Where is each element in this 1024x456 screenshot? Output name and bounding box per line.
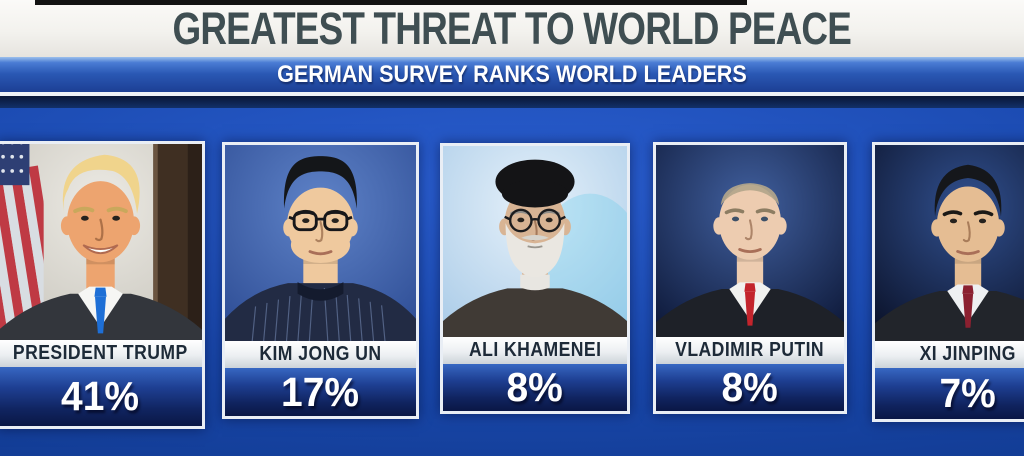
leader-name: ALI KHAMENEI [468, 339, 602, 361]
portrait-kim-jong-un [225, 145, 416, 341]
leader-percentage-panel: 41% [0, 367, 202, 426]
leader-percentage-panel: 17% [225, 368, 416, 416]
leader-card-trump: PRESIDENT TRUMP 41% [0, 141, 205, 429]
leader-card-putin: VLADIMIR PUTIN 8% [653, 142, 847, 414]
leader-percentage: 8% [506, 364, 564, 410]
portrait-trump [0, 144, 202, 340]
leader-name: VLADIMIR PUTIN [675, 339, 825, 361]
leader-name: PRESIDENT TRUMP [13, 342, 188, 364]
leader-nameplate: VLADIMIR PUTIN [656, 337, 844, 364]
leader-name: KIM JONG UN [259, 343, 382, 365]
page-title: GREATEST THREAT TO WORLD PEACE [172, 2, 852, 54]
leader-nameplate: XI JINPING [875, 341, 1024, 368]
subtitle-banner: GERMAN SURVEY RANKS WORLD LEADERS [0, 57, 1024, 96]
portrait-putin [656, 145, 844, 337]
divider-strip [0, 96, 1024, 108]
tv-frame-top-bar [35, 0, 747, 5]
headline-band: GREATEST THREAT TO WORLD PEACE [0, 0, 1024, 57]
leader-name: XI JINPING [919, 343, 1017, 365]
leaders-panel: PRESIDENT TRUMP 41% KIM JONG UN 17% ALI … [0, 108, 1024, 456]
leader-nameplate: PRESIDENT TRUMP [0, 340, 202, 367]
leader-percentage: 7% [939, 370, 997, 416]
leader-percentage-panel: 8% [656, 364, 844, 411]
leader-card-khamenei: ALI KHAMENEI 8% [440, 143, 630, 414]
subtitle-text: GERMAN SURVEY RANKS WORLD LEADERS [277, 60, 747, 88]
portrait-khamenei [443, 146, 627, 337]
leader-nameplate: KIM JONG UN [225, 341, 416, 368]
portrait-xi-jinping [875, 145, 1024, 341]
leader-percentage: 41% [61, 373, 140, 419]
leader-card-xi-jinping: XI JINPING 7% [872, 142, 1024, 422]
leader-percentage: 17% [281, 368, 360, 415]
leader-percentage-panel: 7% [875, 368, 1024, 419]
leader-card-kim-jong-un: KIM JONG UN 17% [222, 142, 419, 419]
leader-percentage: 8% [721, 364, 779, 410]
leader-nameplate: ALI KHAMENEI [443, 337, 627, 364]
leader-percentage-panel: 8% [443, 364, 627, 411]
